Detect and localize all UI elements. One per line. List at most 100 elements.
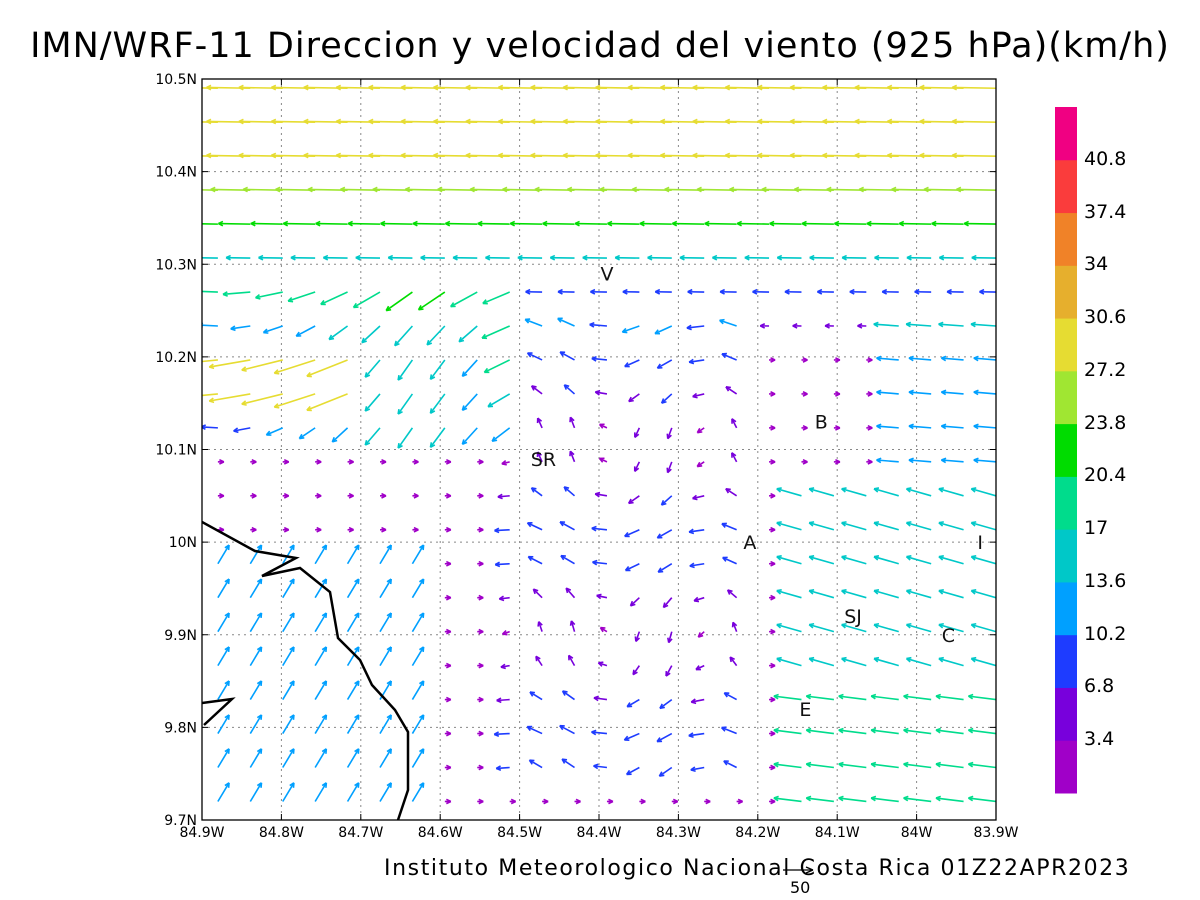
wind-vector — [477, 458, 484, 465]
wind-vector — [905, 589, 932, 599]
wind-vector — [692, 392, 705, 399]
wind-vector — [411, 646, 425, 667]
wind-vector — [736, 798, 743, 805]
colorbar-label: 30.6 — [1084, 306, 1127, 329]
colorbar-label: 3.4 — [1084, 728, 1115, 751]
wind-vector — [808, 521, 835, 531]
wind-vector — [623, 732, 640, 742]
wind-vector — [482, 291, 510, 305]
wind-vector — [866, 458, 873, 465]
wind-vector — [444, 764, 452, 771]
wind-vector — [903, 727, 932, 735]
wind-vector — [866, 391, 873, 397]
colorbar-label: 40.8 — [1084, 147, 1127, 170]
colorbar-swatch — [1055, 318, 1077, 372]
wind-vector — [866, 220, 899, 227]
wind-vector — [208, 359, 251, 370]
credit-text: Instituto Meteorologico Nacional Costa R… — [384, 856, 1131, 881]
wind-vector — [808, 622, 835, 633]
wind-vector — [805, 693, 834, 701]
wind-vector — [776, 254, 802, 261]
wind-vector — [217, 544, 230, 565]
wind-vector — [938, 254, 964, 261]
wind-vector — [621, 325, 640, 334]
wind-vector — [542, 220, 575, 227]
wind-vector — [769, 526, 776, 533]
wind-vector — [346, 782, 360, 802]
wind-vector — [574, 798, 581, 805]
wind-vector — [628, 393, 640, 403]
wind-vector — [527, 555, 543, 565]
wind-vector — [429, 393, 446, 414]
wind-vector — [808, 589, 835, 599]
wind-vector — [722, 556, 737, 565]
wind-vector — [444, 628, 452, 635]
wind-vector — [273, 359, 316, 375]
wind-vector — [542, 798, 549, 805]
x-tick-label: 84.7W — [338, 825, 383, 841]
y-tick-label: 10.5N — [155, 72, 197, 88]
wind-vector — [347, 220, 381, 227]
wind-vector — [622, 288, 640, 295]
wind-vector — [773, 693, 802, 701]
colorbar-swatch — [1055, 634, 1077, 688]
colorbar-swatch — [1055, 423, 1077, 477]
wind-vector — [870, 693, 899, 701]
wind-vector — [666, 427, 673, 440]
city-label-i: I — [977, 532, 983, 554]
wind-vector — [905, 622, 932, 633]
wind-vector — [792, 323, 802, 329]
wind-vector — [801, 458, 808, 465]
wind-vector — [938, 487, 964, 497]
wind-vector — [629, 597, 640, 607]
wind-vector — [731, 452, 738, 463]
wind-vector — [202, 393, 218, 397]
wind-vector — [444, 696, 452, 703]
wind-vector — [241, 359, 283, 372]
wind-vector — [485, 254, 510, 261]
reference-vector — [783, 866, 814, 874]
wind-vector — [222, 291, 251, 297]
wind-vector — [557, 317, 575, 327]
wind-vector — [834, 220, 867, 227]
x-tick-label: 84.9W — [179, 825, 224, 841]
wind-vector — [495, 765, 510, 772]
colorbar-label: 23.8 — [1084, 411, 1127, 434]
wind-vector — [591, 355, 608, 362]
wind-vector — [477, 220, 510, 227]
wind-vector — [530, 385, 543, 395]
wind-vector — [963, 220, 996, 227]
wind-vector — [559, 351, 575, 361]
wind-vector — [565, 587, 576, 599]
wind-vector — [596, 593, 608, 600]
wind-vector — [598, 423, 608, 429]
wind-vector — [627, 495, 640, 505]
wind-vector — [477, 798, 484, 805]
wind-vector — [633, 461, 641, 472]
wind-vector — [249, 544, 263, 565]
wind-vector — [347, 526, 354, 533]
wind-vector — [255, 291, 283, 300]
wind-vector — [873, 321, 899, 328]
city-label-b: B — [815, 412, 828, 434]
wind-vector — [647, 254, 672, 261]
wind-vector — [908, 457, 932, 464]
wind-vector — [659, 698, 673, 710]
wind-vector — [970, 321, 996, 328]
wind-vector — [870, 727, 899, 735]
wind-vector — [306, 359, 348, 378]
wind-vector — [282, 612, 295, 633]
wind-vector — [306, 393, 348, 412]
wind-vector — [526, 522, 543, 531]
wind-vector — [481, 325, 510, 340]
wind-vector — [967, 693, 996, 701]
colorbar-swatch — [1055, 529, 1077, 583]
wind-vector — [265, 427, 284, 436]
wind-vector — [282, 526, 290, 533]
wind-vector — [412, 458, 419, 465]
colorbar-label: 27.2 — [1084, 358, 1127, 381]
wind-vector — [660, 393, 673, 404]
wind-vector — [509, 220, 543, 227]
wind-vector — [679, 254, 705, 261]
wind-vector — [529, 691, 543, 701]
